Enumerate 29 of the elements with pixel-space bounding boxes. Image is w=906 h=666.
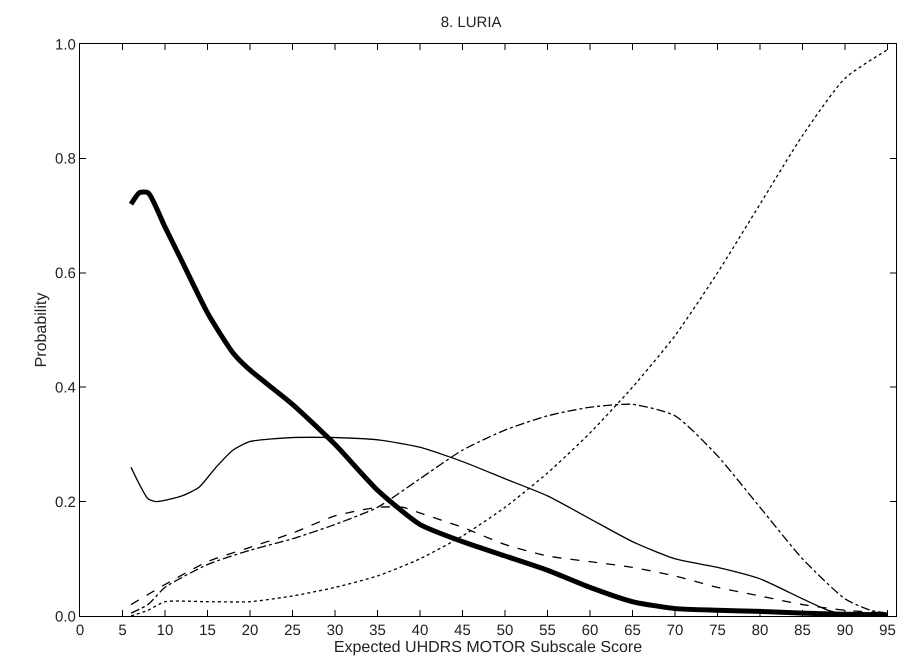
x-tick-label: 25 xyxy=(284,622,301,640)
x-tick-label: 85 xyxy=(794,622,811,640)
x-tick-label: 65 xyxy=(624,622,641,640)
x-tick-label: 60 xyxy=(582,622,598,640)
y-tick-label: 0.0 xyxy=(55,608,76,626)
x-tick-label: 70 xyxy=(666,622,684,640)
x-tick-label: 30 xyxy=(326,622,344,640)
x-tick-label: 10 xyxy=(156,622,174,640)
x-tick-label: 95 xyxy=(879,622,896,640)
x-tick-label: 15 xyxy=(199,622,216,640)
y-tick-label: 0.4 xyxy=(55,379,76,396)
y-tick-label: 0.2 xyxy=(55,494,76,511)
y-axis-title: Probability xyxy=(32,292,50,368)
x-tick-label: 45 xyxy=(454,622,471,640)
x-tick-label: 80 xyxy=(752,622,768,640)
x-tick-label: 50 xyxy=(496,622,514,640)
x-axis-title: Expected UHDRS MOTOR Subscale Score xyxy=(334,639,642,656)
x-tick-label: 55 xyxy=(539,622,556,640)
x-tick-label: 0 xyxy=(76,622,84,640)
y-tick-label: 1.0 xyxy=(55,36,76,54)
y-tick-label: 0.6 xyxy=(55,265,76,282)
y-tick-label: 0.8 xyxy=(55,150,76,168)
x-tick-label: 20 xyxy=(242,622,258,640)
x-tick-label: 35 xyxy=(369,622,386,640)
chart-title: 8. LURIA xyxy=(440,14,502,32)
x-tick-label: 40 xyxy=(412,622,428,640)
x-tick-label: 75 xyxy=(709,622,726,640)
x-tick-label: 90 xyxy=(836,622,854,640)
x-tick-label: 5 xyxy=(118,622,127,640)
